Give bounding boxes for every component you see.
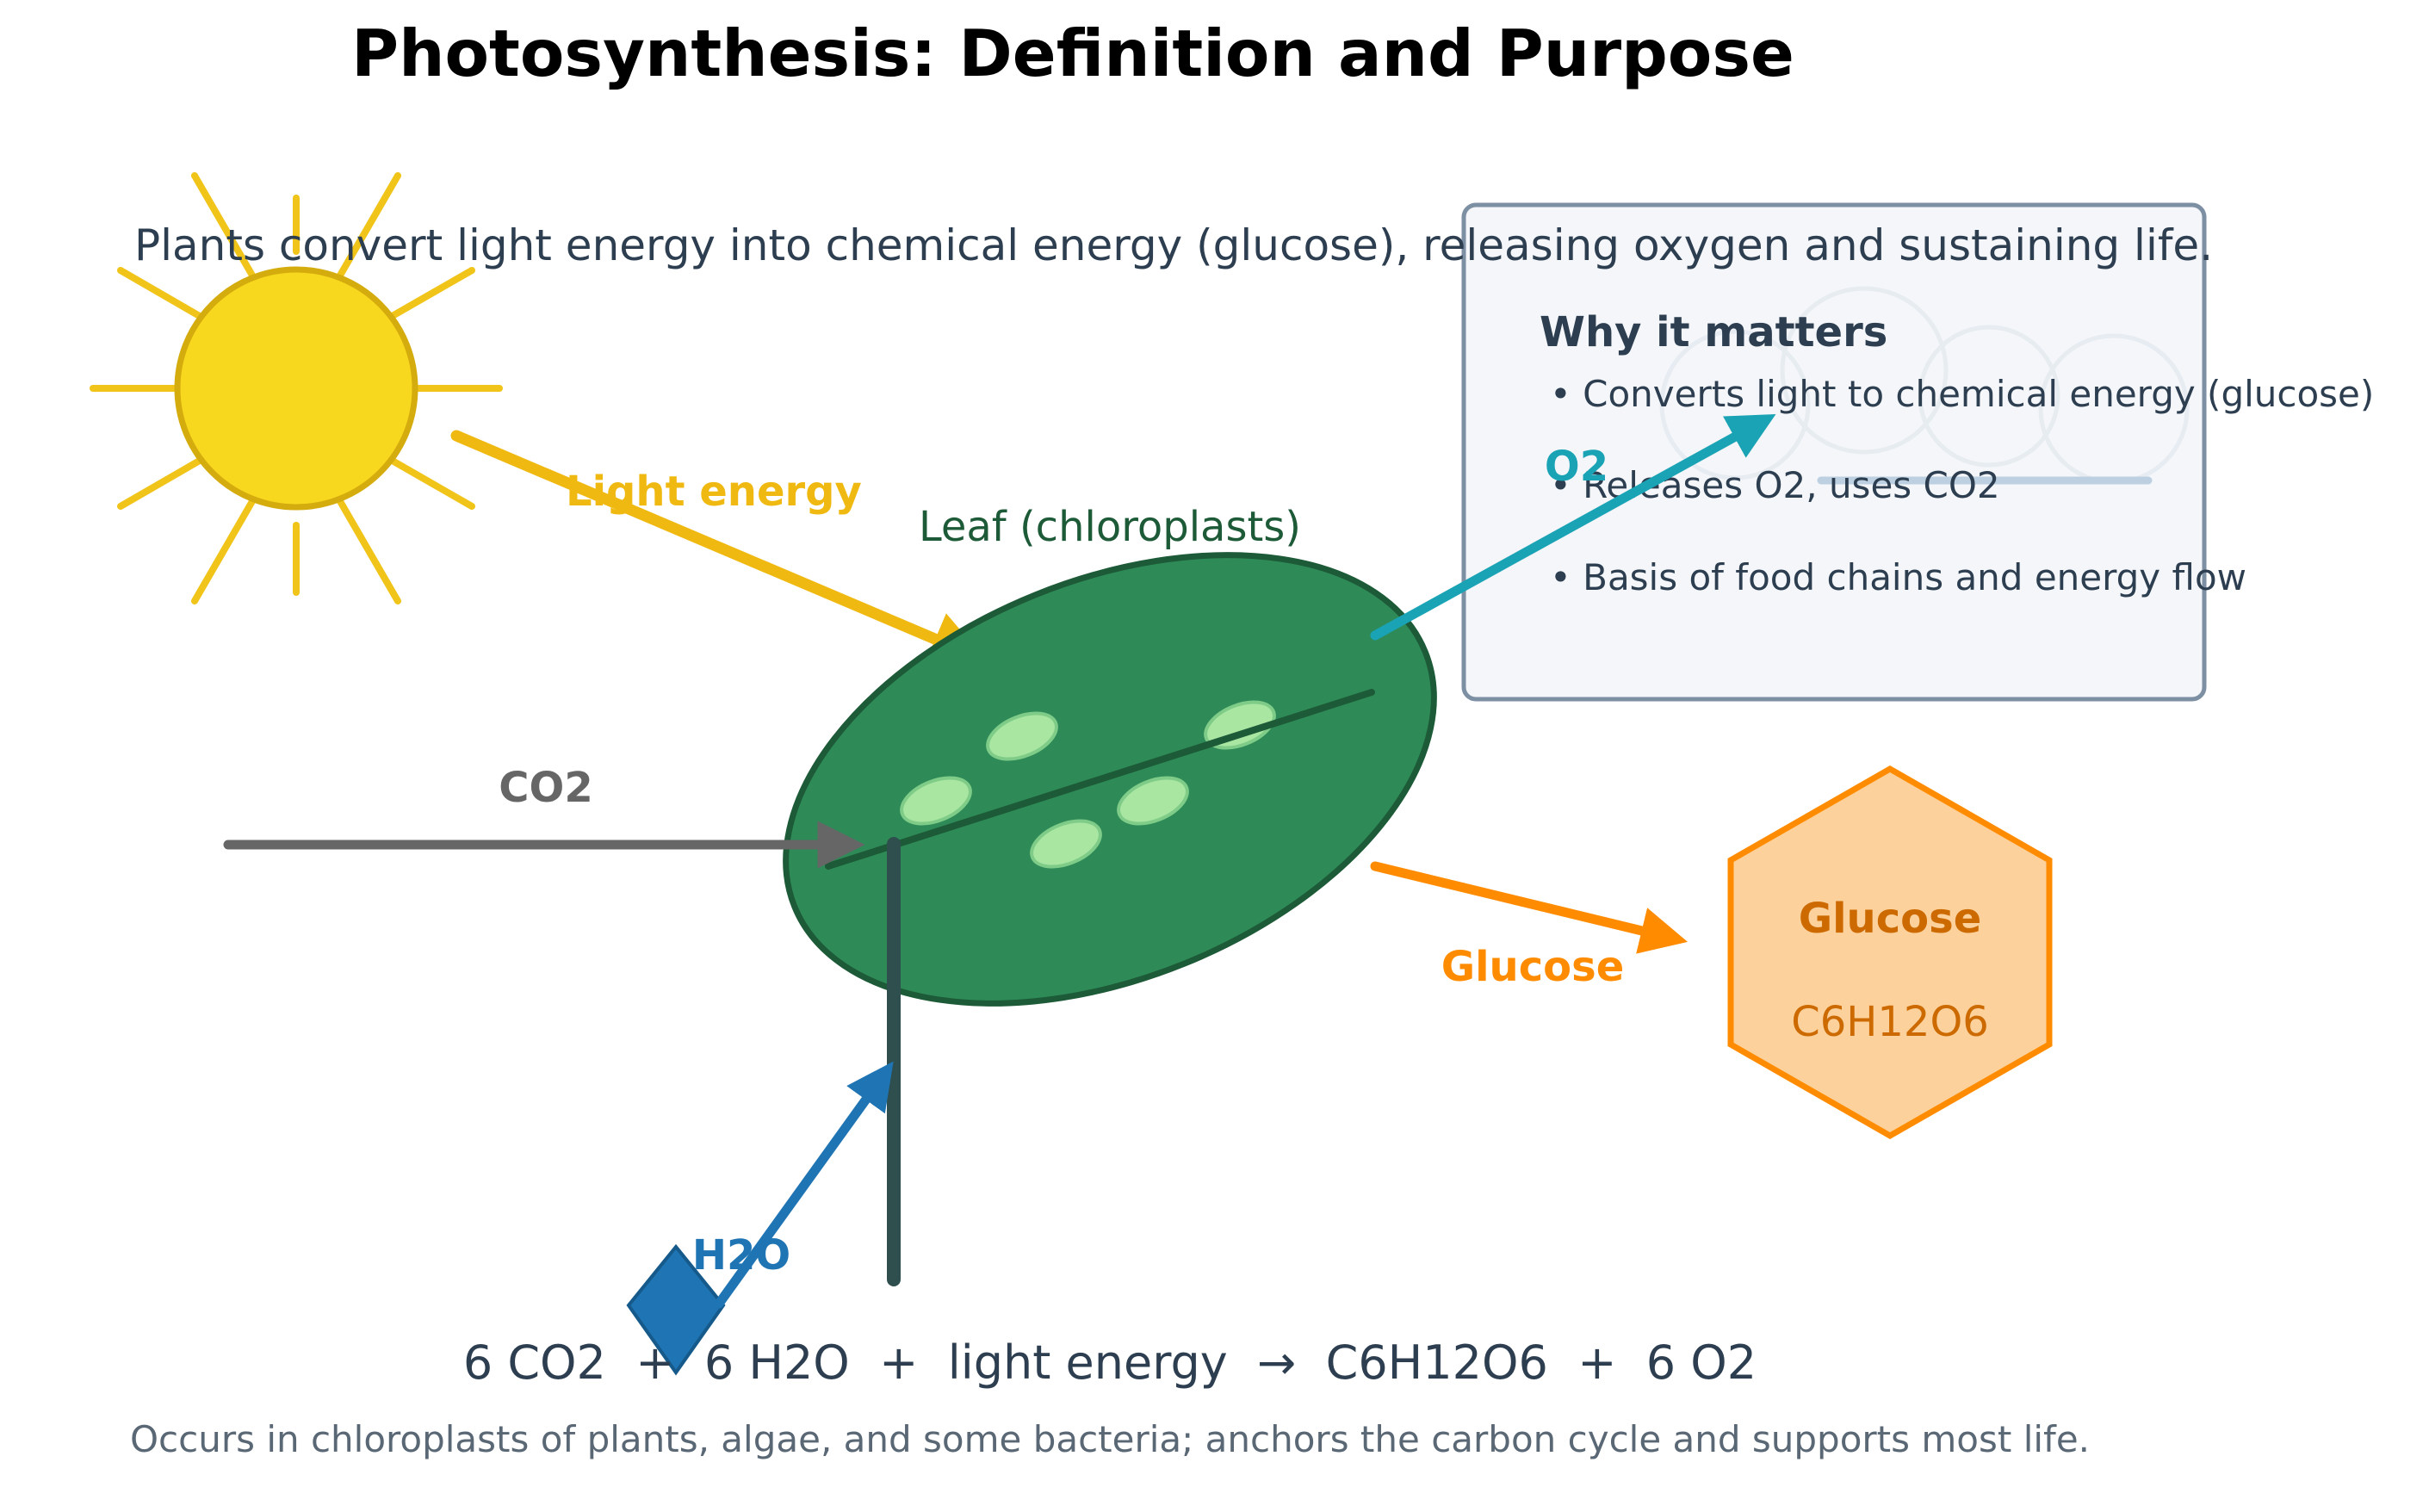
sun-disc bbox=[174, 266, 418, 511]
glucose-formula: C6H12O6 bbox=[1791, 998, 1989, 1046]
cloud-icon bbox=[1659, 286, 2190, 485]
chloroplast bbox=[986, 711, 1058, 761]
chloroplast bbox=[1117, 776, 1189, 826]
o2-arrow bbox=[1370, 414, 1776, 641]
glucose-title: Glucose bbox=[1799, 895, 1982, 943]
glucose-hexagon: Glucose C6H12O6 bbox=[1727, 765, 2053, 1140]
page-title: Photosynthesis: Definition and Purpose bbox=[351, 15, 1794, 91]
glucose-arrow bbox=[1370, 861, 1689, 954]
subtitle: Plants convert light energy into chemica… bbox=[134, 220, 2213, 270]
h2o-arrow bbox=[714, 1061, 894, 1309]
light-energy-arrow bbox=[450, 430, 987, 666]
panel-title: Why it matters bbox=[1540, 308, 1887, 356]
leaf-label: Leaf (chloroplasts) bbox=[919, 503, 1301, 551]
equation: 6 CO2 + 6 H2O + light energy → C6H12O6 +… bbox=[463, 1335, 1757, 1390]
o2-label: O2 bbox=[1545, 443, 1608, 491]
light-energy-label: Light energy bbox=[566, 468, 862, 516]
panel-item-1: • Converts light to chemical energy (glu… bbox=[1550, 373, 2374, 415]
chloroplast bbox=[1030, 819, 1102, 869]
co2-label: CO2 bbox=[499, 764, 592, 812]
chloroplast bbox=[900, 776, 972, 826]
leaf bbox=[783, 552, 1437, 1007]
leaf-midrib bbox=[825, 689, 1375, 870]
sun-rays bbox=[90, 172, 503, 604]
footnote: Occurs in chloroplasts of plants, algae,… bbox=[130, 1418, 2090, 1460]
why-it-matters-panel: Why it matters • Converts light to chemi… bbox=[1461, 202, 2374, 702]
h2o-label: H2O bbox=[692, 1231, 790, 1280]
hexagon-icon bbox=[1727, 765, 2053, 1140]
sun-icon bbox=[90, 172, 503, 604]
panel-box bbox=[1461, 202, 2207, 702]
panel-item-3: • Basis of food chains and energy flow bbox=[1550, 556, 2246, 598]
glucose-arrow-label: Glucose bbox=[1441, 943, 1625, 991]
water-droplet-icon bbox=[626, 1243, 726, 1376]
